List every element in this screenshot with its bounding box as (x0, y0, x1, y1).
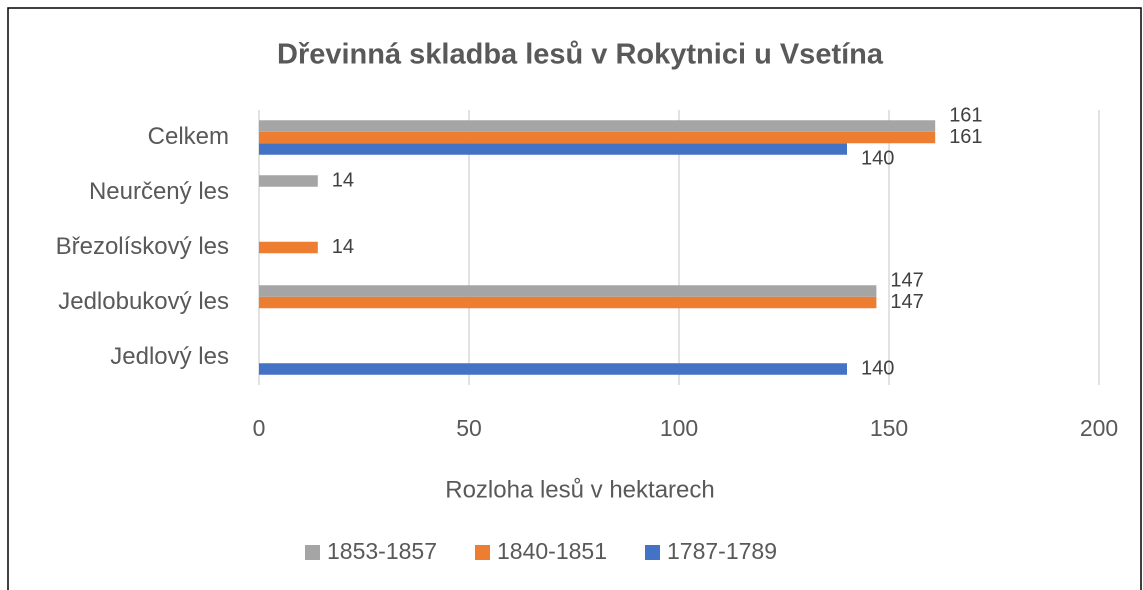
x-tick-label: 0 (253, 415, 266, 441)
bar (259, 285, 877, 297)
legend-label: 1840-1851 (497, 538, 607, 564)
legend-swatch (645, 545, 660, 560)
x-tick-label: 50 (456, 415, 482, 441)
legend-swatch (305, 545, 320, 560)
y-tick-label: Celkem (148, 123, 229, 150)
data-label: 161 (949, 104, 982, 126)
legend-swatch (475, 545, 490, 560)
data-label: 140 (861, 147, 894, 169)
data-label: 140 (861, 357, 894, 379)
y-tick-label: Neurčený les (89, 178, 229, 205)
bar (259, 241, 318, 254)
y-tick-label: Březolískový les (56, 233, 229, 260)
data-label: 161 (949, 126, 982, 148)
legend-label: 1853-1857 (327, 538, 437, 564)
y-tick-label: Jedlový les (110, 343, 229, 370)
bar (259, 296, 877, 309)
bar (259, 175, 318, 187)
legend-label: 1787-1789 (667, 538, 777, 564)
bar (259, 120, 936, 132)
chart-title: Dřevinná skladba lesů v Rokytnici u Vset… (277, 39, 884, 71)
bar (259, 363, 847, 375)
data-label: 14 (332, 169, 354, 191)
data-label: 147 (890, 291, 923, 313)
x-tick-label: 100 (660, 415, 698, 441)
bar (259, 131, 936, 144)
data-label: 14 (332, 236, 354, 258)
x-tick-label: 150 (870, 415, 908, 441)
x-tick-label: 200 (1080, 415, 1118, 441)
y-tick-label: Jedlobukový les (58, 288, 229, 315)
x-axis-title: Rozloha lesů v hektarech (445, 476, 714, 503)
data-label: 147 (890, 269, 923, 291)
bar (259, 143, 847, 155)
